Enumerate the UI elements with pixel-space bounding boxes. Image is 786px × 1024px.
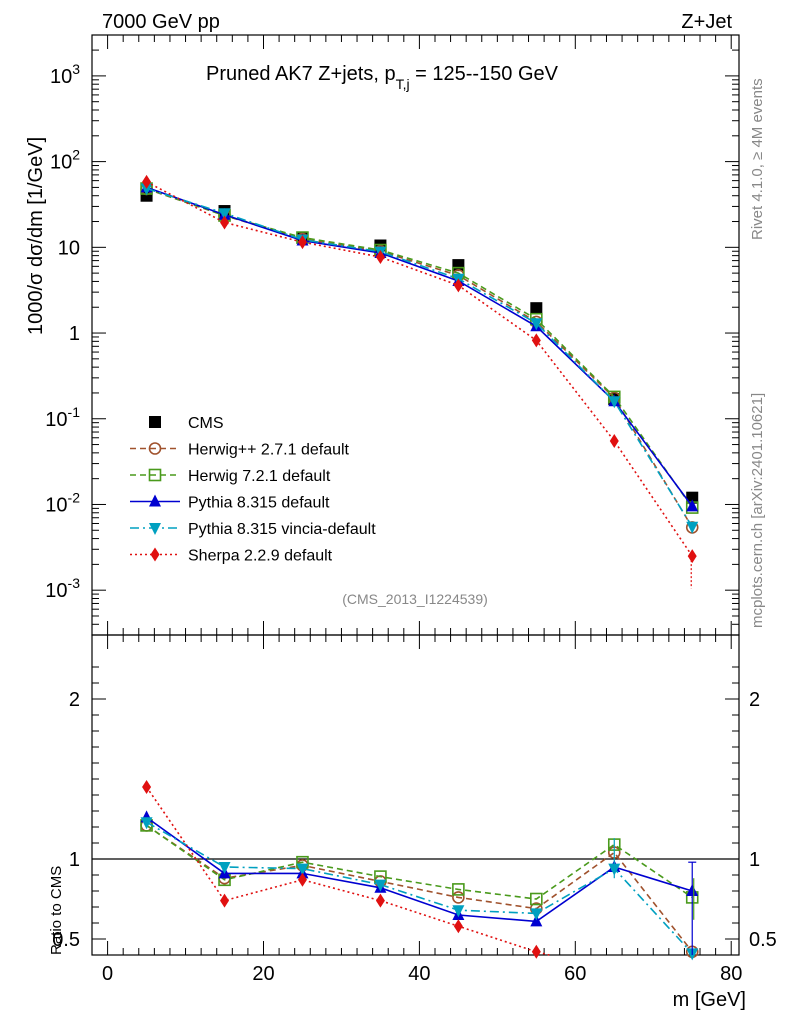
x-tick-label: 80 [720,963,742,985]
ratio-point [296,863,309,876]
main-y-tick-label: 102 [50,147,80,174]
model-point [687,549,697,564]
model-point [453,278,463,293]
model-point [297,235,307,250]
model-point [140,183,153,196]
ratio-y-tick-label-left: 2 [69,689,80,711]
legend-label: Herwig 7.2.1 default [188,468,331,485]
legend-label: Pythia 8.315 default [188,495,330,512]
model-point [142,174,152,189]
main-y-label-text: 1000/σ dσ/dm [1/GeV] [25,137,47,335]
model-point [686,521,699,534]
ratio-point [453,919,463,934]
ratio-y-tick-label-right: 2 [749,689,760,711]
ratio-point [375,893,385,908]
ratio-series-group [140,780,699,961]
legend-label: Herwig++ 2.7.1 default [188,442,350,459]
ratio-point [530,908,543,921]
x-tick-label: 40 [408,963,430,985]
legend-label: Sherpa 2.2.9 default [188,548,333,565]
legend-marker [149,494,161,507]
rivet-version-label: Rivet 4.1.0, ≥ 4M events [749,78,766,240]
x-tick-label: 0 [102,963,113,985]
ratio-y-tick-label-right: 1 [749,849,760,871]
energy-label: 7000 GeV pp [102,11,220,33]
ratio-point [452,891,465,904]
model-point [218,208,231,221]
main-y-tick-label: 103 [50,61,80,88]
main-series-group [140,174,699,589]
ratio-point [452,905,465,918]
main-series-line [146,187,693,528]
process-label: Z+Jet [681,11,732,33]
main-series-line [146,187,693,509]
ratio-series-line [146,824,693,953]
main-y-tick-label: 10-1 [45,404,80,431]
ratio-y-tick-label-left: 0.5 [52,929,80,951]
legend-marker [150,547,160,562]
model-point [608,396,621,409]
main-axis-ticks: 10-3 10-2 10-1 1 10 102 103 [45,34,739,636]
model-point [220,215,230,230]
main-y-tick-label: 10 [58,237,80,259]
ratio-y-label: Ratio to CMS [48,866,65,955]
legend-marker [149,416,161,428]
main-y-label: 1000/σ dσ/dm [1/GeV] [25,137,47,335]
model-point [609,434,619,449]
ratio-axis-ticks: 0.5 0.5 1 1 2 2 [52,666,777,951]
ratio-y-tick-label-left: 1 [69,849,80,871]
ratio-plot-frame [91,634,740,956]
main-series-line [146,181,693,557]
analysis-id: (CMS_2013_I1224539) [342,591,488,607]
ratio-point [297,872,307,887]
legend-label: Pythia 8.315 vincia-default [188,521,376,538]
ratio-point [530,892,543,906]
ratio-point [452,883,465,896]
ratio-series-line [146,821,693,954]
ratio-point [218,862,231,874]
source-label: mcplots.cern.ch [arXiv:2401.10621] [749,393,766,628]
plot-title-range: = 125--150 GeV [410,63,559,85]
x-tick-label: 60 [564,963,586,985]
data-point [686,491,699,504]
main-series-line [146,186,693,507]
main-y-tick-label: 10-3 [45,575,80,602]
ratio-series-line [146,824,693,900]
model-point [686,499,699,512]
x-axis-ticks: 0 20 40 60 80 [102,35,742,985]
plot-title-main: Pruned AK7 Z+jets, p [206,63,396,85]
model-point [375,250,385,265]
legend-marker [148,468,162,482]
ratio-point [374,879,387,892]
ratio-point [142,780,152,794]
plot-title-sub: T,j [396,76,410,92]
ratio-y-tick-label-right: 0.5 [749,929,777,951]
x-axis-label: m [GeV] [673,989,746,1011]
ratio-point [140,817,153,830]
model-point [531,333,541,348]
x-tick-label: 20 [252,963,274,985]
main-y-tick-label: 1 [69,323,80,345]
plot-title: Pruned AK7 Z+jets, pT,j = 125--150 GeV [206,63,559,92]
legend-marker [149,523,161,535]
model-point [530,318,543,331]
main-y-tick-label: 10-2 [45,489,80,516]
main-plot-frame [91,34,740,636]
legend-label: CMS [188,415,224,432]
ratio-point [220,893,230,908]
legend: CMS Herwig++ 2.7.1 default Herwig 7.2.1 de… [130,415,376,565]
data-point [530,302,543,315]
legend-marker [148,442,162,455]
ratio-point [531,944,541,959]
